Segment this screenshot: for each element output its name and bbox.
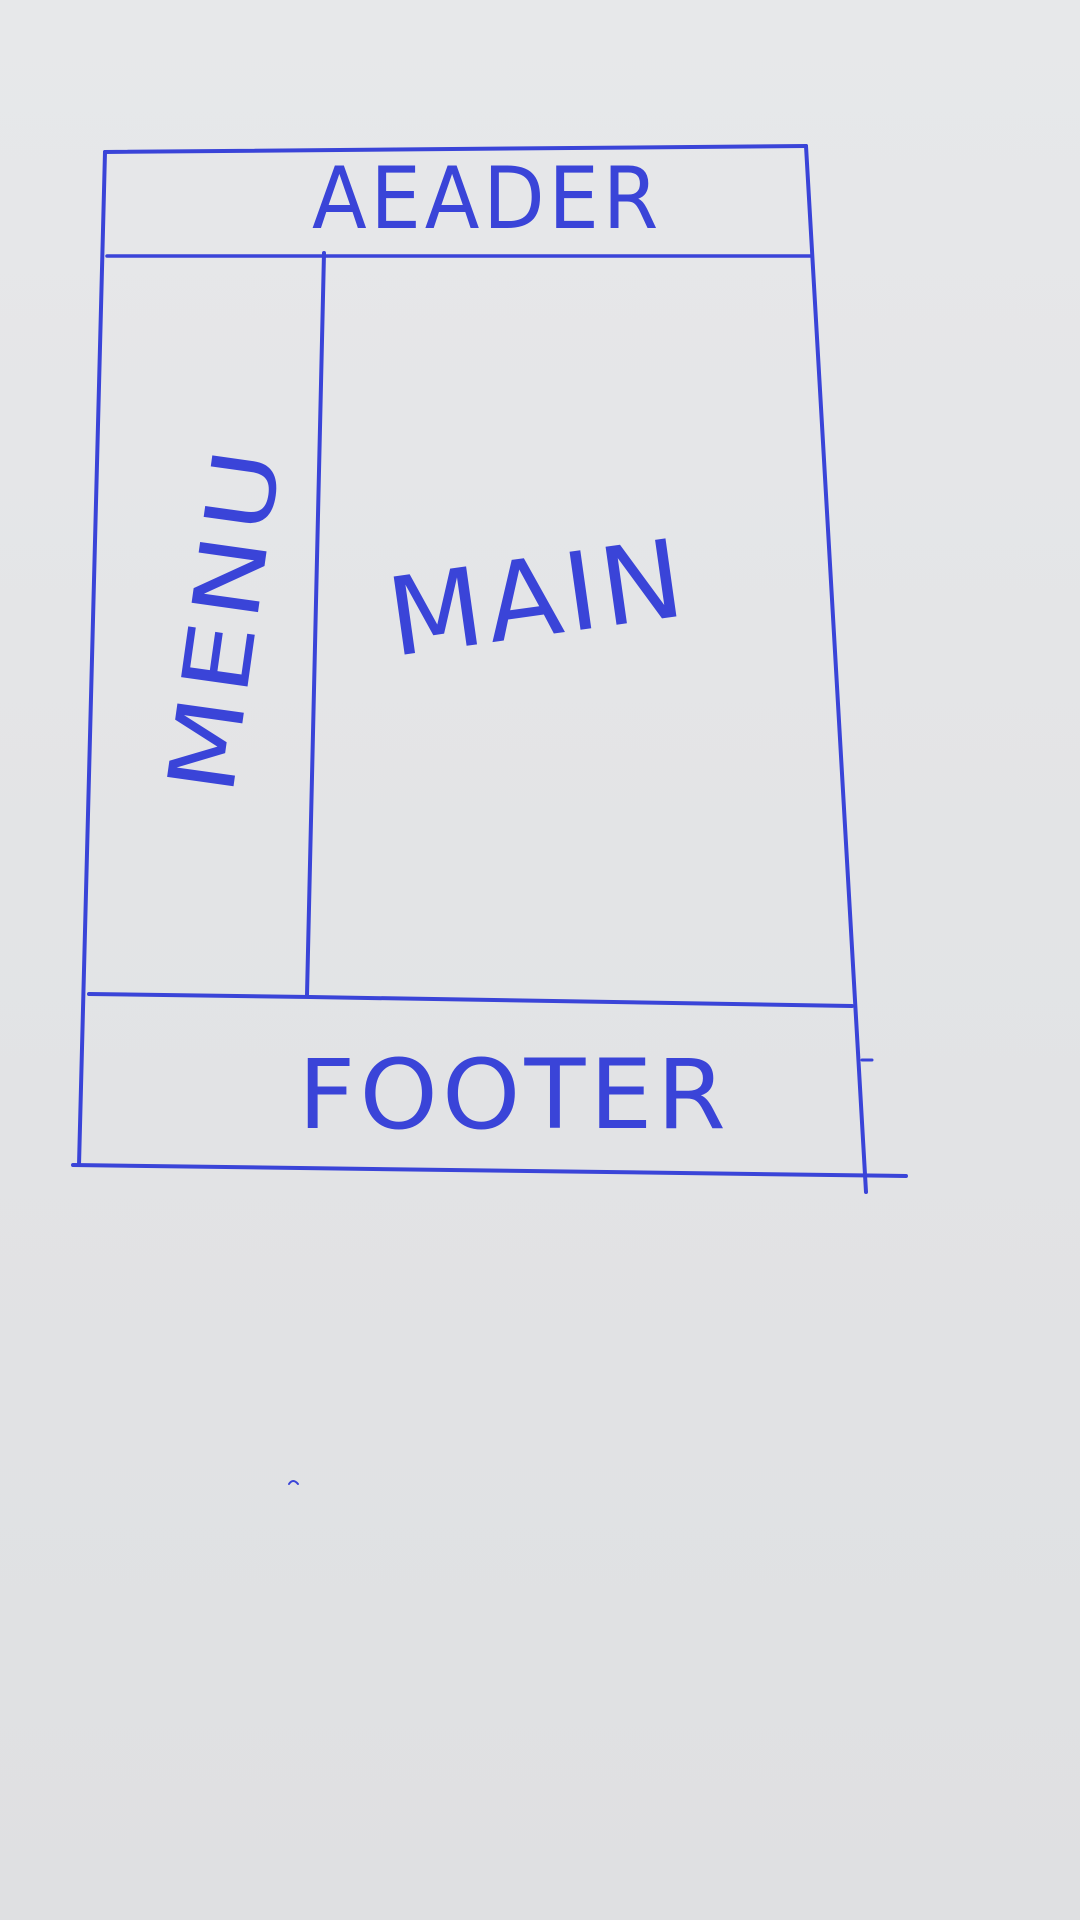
outer-frame-bottom-line xyxy=(71,1163,908,1178)
main-label: MAIN xyxy=(380,516,694,682)
header-label: AEADER xyxy=(312,149,662,249)
outer-frame-top-line xyxy=(103,144,808,154)
paper-speck xyxy=(288,1480,299,1485)
footer-divider-line xyxy=(87,992,854,1008)
footer-label: FOOTER xyxy=(298,1039,730,1151)
outer-frame-right-line xyxy=(804,144,868,1194)
menu-label: MENU xyxy=(148,439,303,800)
menu-divider-line xyxy=(305,251,326,997)
outer-frame-left-line xyxy=(77,150,107,1167)
